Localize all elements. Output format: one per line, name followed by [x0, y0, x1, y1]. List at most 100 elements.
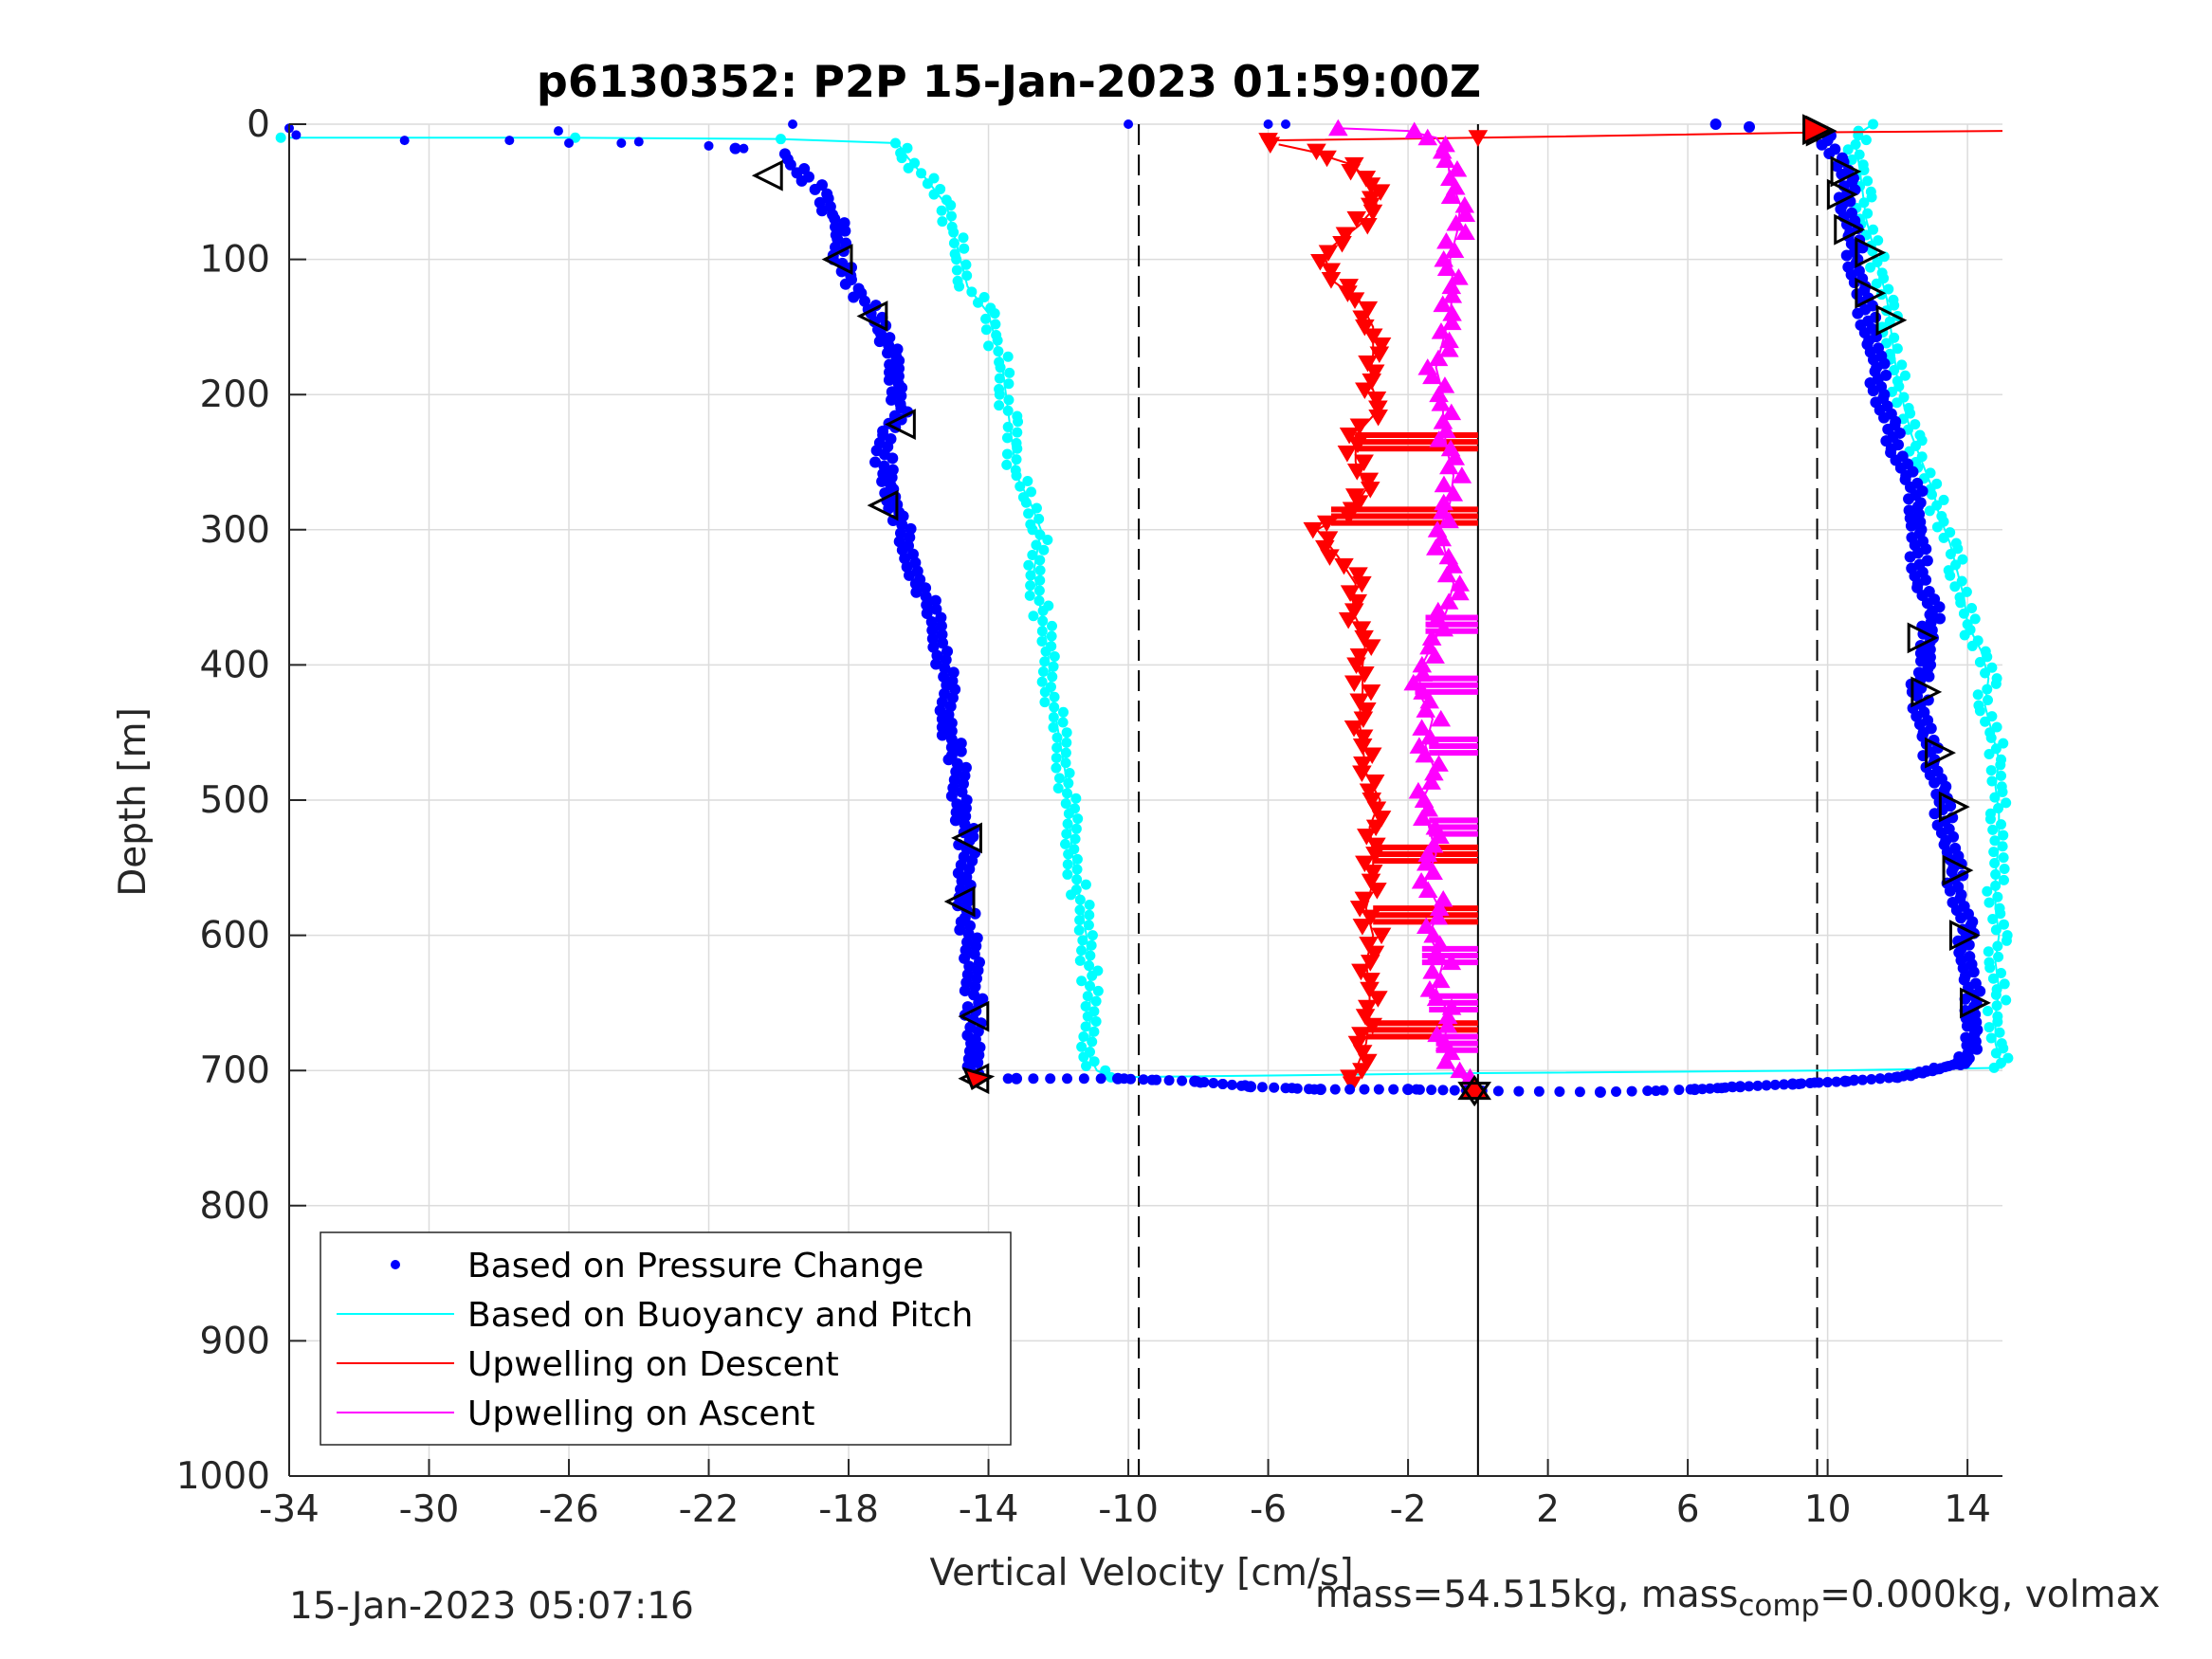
ascent-upwelling-marker — [1416, 701, 1436, 718]
pressure-point — [935, 611, 947, 624]
pressure-point — [937, 637, 949, 649]
buoyancy-point — [1001, 459, 1013, 470]
buoyancy-point — [1987, 913, 1999, 924]
buoyancy-point — [1914, 429, 1926, 441]
buoyancy-point — [1082, 991, 1093, 1002]
x-tick-label: -14 — [959, 1488, 1019, 1531]
ascent-upwelling-marker — [1441, 403, 1462, 421]
descent-upwelling-marker — [1366, 392, 1387, 409]
buoyancy-point — [1983, 946, 1994, 957]
buoyancy-point — [1860, 135, 1872, 146]
ascent-upwelling-marker — [1442, 286, 1463, 303]
buoyancy-point — [1063, 848, 1074, 860]
x-tick-label: -34 — [259, 1488, 320, 1531]
ascent-upwelling-marker — [1440, 169, 1460, 186]
buoyancy-point — [1996, 1038, 2007, 1049]
descent-upwelling-marker — [1318, 245, 1339, 263]
buoyancy-point — [1039, 656, 1051, 667]
pressure-point — [816, 205, 829, 217]
x-tick-label: 10 — [1804, 1488, 1852, 1531]
ascent-upwelling-marker — [1437, 1007, 1458, 1025]
buoyancy-point — [1063, 777, 1074, 789]
buoyancy-point — [1889, 365, 1900, 376]
buoyancy-point — [1997, 841, 2008, 852]
buoyancy-point — [1027, 550, 1038, 561]
buoyancy-point — [1087, 970, 1098, 981]
buoyancy-point — [1938, 494, 1949, 505]
descent-upwelling-marker — [1344, 720, 1364, 738]
descent-bin-marker — [943, 885, 976, 918]
x-tick-label: 14 — [1944, 1488, 1991, 1531]
buoyancy-point — [936, 205, 947, 216]
pressure-point — [926, 624, 939, 636]
buoyancy-point — [775, 134, 786, 145]
buoyancy-point — [959, 243, 970, 254]
buoyancy-point — [1020, 497, 1032, 508]
y-tick-label: 500 — [200, 779, 270, 822]
buoyancy-point — [1950, 538, 1962, 549]
descent-upwelling-marker — [1361, 873, 1381, 891]
pressure-point — [945, 717, 958, 729]
buoyancy-point — [1059, 838, 1070, 849]
pressure-point — [1554, 1086, 1565, 1098]
descent-upwelling-marker — [1362, 865, 1383, 882]
buoyancy-point — [1862, 208, 1874, 219]
ascent-upwelling-marker — [1443, 484, 1464, 501]
buoyancy-point — [958, 232, 969, 244]
buoyancy-point — [1990, 868, 2002, 880]
buoyancy-point — [954, 281, 965, 292]
buoyancy-point — [951, 264, 962, 276]
buoyancy-point — [1931, 478, 1943, 489]
buoyancy-point — [2002, 1052, 2014, 1064]
descent-upwelling-marker — [1359, 783, 1380, 801]
bottom-marker — [1457, 1082, 1491, 1107]
pressure-point — [896, 519, 908, 531]
pressure-point — [1761, 1080, 1772, 1091]
ascent-upwelling-marker — [1419, 637, 1439, 655]
buoyancy-point — [1992, 891, 2003, 902]
buoyancy-point — [928, 189, 940, 200]
ascent-upwelling-marker — [1433, 412, 1453, 429]
descent-bin-marker — [867, 489, 899, 521]
pressure-point — [839, 225, 851, 237]
ascent-upwelling-marker — [1427, 520, 1448, 538]
descent-upwelling-marker — [1365, 847, 1385, 864]
buoyancy-point — [1991, 984, 2002, 995]
x-tick-label: 6 — [1676, 1488, 1700, 1531]
pressure-point — [1896, 450, 1909, 463]
descent-upwelling-marker — [1258, 133, 1278, 150]
descent-upwelling-marker — [1360, 981, 1380, 999]
pressure-point — [945, 790, 958, 802]
buoyancy-point — [1077, 935, 1088, 946]
pressure-point — [1217, 1078, 1229, 1089]
buoyancy-point — [1036, 635, 1048, 647]
descent-upwelling-marker — [1344, 292, 1365, 309]
buoyancy-point — [1994, 1027, 2005, 1038]
pressure-point — [1426, 1085, 1437, 1096]
pressure-point — [1611, 1086, 1622, 1098]
pressure-point — [553, 126, 563, 137]
ascent-upwelling-marker — [1426, 989, 1447, 1007]
pressure-point — [1696, 1084, 1708, 1095]
descent-upwelling-marker — [1340, 585, 1361, 602]
descent-upwelling-marker — [1468, 130, 1489, 147]
descent-upwelling-marker — [1366, 801, 1387, 819]
buoyancy-point — [916, 168, 927, 179]
buoyancy-point — [1850, 138, 1861, 150]
buoyancy-point — [1989, 858, 2001, 869]
descent-upwelling-marker — [1349, 693, 1370, 711]
descent-upwelling-marker — [1354, 454, 1374, 472]
buoyancy-point — [1868, 118, 1879, 130]
buoyancy-point — [1916, 451, 1928, 463]
pressure-point — [1626, 1085, 1637, 1097]
descent-upwelling-marker — [1347, 436, 1368, 454]
buoyancy-point — [1057, 717, 1069, 728]
y-axis-label: Depth [m] — [112, 707, 155, 897]
ascent-upwelling-marker — [1439, 340, 1459, 357]
buoyancy-point — [1039, 697, 1051, 708]
buoyancy-point — [1876, 267, 1888, 279]
buoyancy-point — [2001, 994, 2012, 1006]
pressure-point — [936, 720, 948, 733]
buoyancy-point — [1998, 919, 2009, 930]
buoyancy-point — [1898, 392, 1910, 403]
